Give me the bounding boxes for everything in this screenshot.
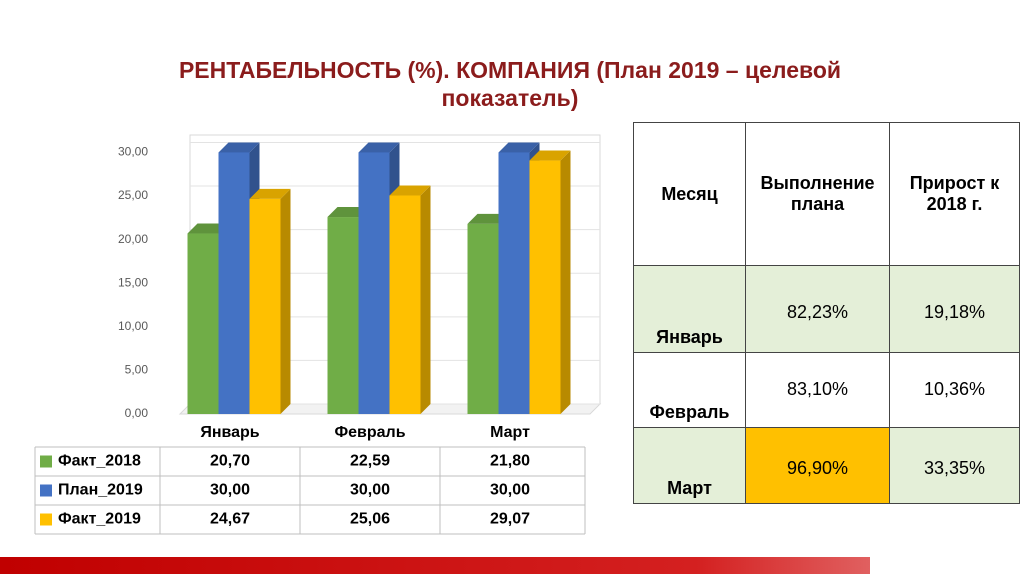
value-label: 24,67 (210, 511, 250, 528)
table-header: Прирост к 2018 г. (889, 122, 1020, 266)
bar-top (389, 185, 431, 196)
value-label: 29,07 (490, 511, 530, 528)
x-tick-label: Февраль (334, 424, 405, 441)
y-tick-label: 25,00 (118, 188, 148, 202)
value-label: 30,00 (350, 482, 390, 499)
table-header: Выполнение плана (745, 122, 890, 266)
bar (389, 195, 421, 414)
bar-top (187, 223, 229, 234)
summary-table: Месяц Выполнение плана Прирост к 2018 г.… (633, 122, 1020, 504)
y-tick-label: 10,00 (118, 319, 148, 333)
table-cell: 82,23% (745, 265, 890, 353)
table-cell: 83,10% (745, 352, 890, 428)
bar (358, 152, 390, 414)
legend-label: План_2019 (58, 482, 143, 499)
legend-label: Факт_2018 (58, 453, 141, 470)
bar-top (467, 213, 509, 224)
legend-label: Факт_2019 (58, 511, 141, 528)
bar-top (498, 142, 540, 153)
chart: 0,00 5,00 10,00 15,00 20,00 25,00 30,00 Январь Ф… (34, 134, 602, 535)
bar (218, 152, 250, 414)
value-label: 21,80 (490, 453, 530, 470)
value-label: 20,70 (210, 453, 250, 470)
y-tick-label: 20,00 (118, 232, 148, 246)
table-cell: 96,90% (745, 427, 890, 504)
bar (467, 223, 499, 414)
table-cell: Март (633, 427, 746, 504)
bar-side (280, 188, 291, 414)
x-tick-label: Март (490, 424, 530, 441)
x-tick-label: Январь (200, 424, 259, 441)
bar (187, 233, 219, 414)
value-label: 25,06 (350, 511, 390, 528)
table-cell: Февраль (633, 352, 746, 428)
chart-title: РЕНТАБЕЛЬНОСТЬ (%). КОМПАНИЯ (План 2019 … (178, 57, 842, 111)
bar-3d (529, 150, 571, 414)
bar-side (560, 150, 571, 414)
bar-side (420, 185, 431, 414)
bar-top (218, 142, 260, 153)
legend-swatch (40, 484, 52, 497)
y-tick-label: 15,00 (118, 275, 148, 289)
value-label: 30,00 (490, 482, 530, 499)
value-label: 22,59 (350, 453, 390, 470)
bar-top (358, 142, 400, 153)
legend-swatch (40, 513, 52, 526)
bar-top (249, 188, 291, 199)
y-tick-label: 5,00 (125, 363, 149, 377)
footer-bar (0, 557, 870, 574)
bar-top (529, 150, 571, 161)
bar (327, 217, 359, 414)
bar (498, 152, 530, 414)
table-cell: 33,35% (889, 427, 1020, 504)
table-cell: Январь (633, 265, 746, 353)
bar-top (327, 207, 369, 218)
bar (529, 160, 561, 414)
table-header: Месяц (633, 122, 746, 266)
value-label: 30,00 (210, 482, 250, 499)
bar-3d (389, 185, 431, 414)
y-tick-label: 30,00 (118, 145, 148, 159)
bar (249, 198, 281, 414)
y-tick-label: 0,00 (125, 406, 149, 420)
table-cell: 10,36% (889, 352, 1020, 428)
legend-swatch (40, 455, 52, 468)
table-cell: 19,18% (889, 265, 1020, 353)
bar-3d (249, 188, 291, 414)
